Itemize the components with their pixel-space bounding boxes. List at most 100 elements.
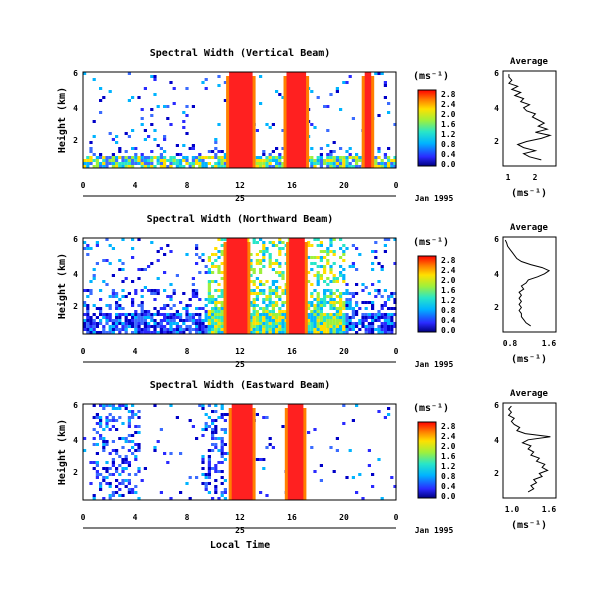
heatmap-cell	[99, 156, 103, 159]
heatmap-cell	[105, 482, 109, 485]
heatmap-cell	[214, 470, 218, 473]
heatmap-cell	[262, 250, 266, 253]
heatmap-cell	[319, 301, 323, 304]
heatmap-cell	[169, 283, 173, 286]
heatmap-cell	[345, 328, 349, 331]
heatmap-cell	[371, 307, 375, 310]
heatmap-cell	[358, 322, 362, 325]
heatmap-cell	[223, 413, 227, 416]
heatmap-cell	[214, 328, 218, 331]
heatmap-cell	[329, 292, 333, 295]
heatmap-cell	[377, 262, 381, 265]
heatmap-cell	[137, 268, 141, 271]
heatmap-cell	[175, 316, 179, 319]
heatmap-cell	[118, 307, 122, 310]
heatmap-cell	[335, 316, 339, 319]
heatmap-cell	[387, 322, 391, 325]
heatmap-cell	[374, 319, 378, 322]
heatmap-cell	[342, 277, 346, 280]
heatmap-cell	[124, 165, 128, 168]
heatmap-cell	[95, 307, 99, 310]
heatmap-cell	[377, 165, 381, 168]
heatmap-cell	[313, 322, 317, 325]
heatmap-cell	[380, 322, 384, 325]
heatmap-cell	[371, 473, 375, 476]
heatmap-cell	[374, 256, 378, 259]
heatmap-cell	[111, 407, 115, 410]
heatmap-cell	[383, 81, 387, 84]
heatmap-cell	[377, 280, 381, 283]
heatmap-cell	[323, 322, 327, 325]
heatmap-cell	[326, 129, 330, 132]
heatmap-cell	[140, 108, 144, 111]
high-width-block	[289, 238, 305, 334]
heatmap-cell	[147, 165, 151, 168]
heatmap-cell	[371, 262, 375, 265]
heatmap-cell	[281, 162, 285, 165]
heatmap-cell	[137, 328, 141, 331]
heatmap-cell	[156, 292, 160, 295]
heatmap-cell	[211, 316, 215, 319]
heatmap-cell	[127, 165, 131, 168]
heatmap-cell	[249, 262, 253, 265]
heatmap-cell	[137, 497, 141, 500]
heatmap-cell	[249, 319, 253, 322]
heatmap-cell	[364, 286, 368, 289]
y-tick-label: 4	[73, 104, 78, 113]
heatmap-cell	[268, 159, 272, 162]
heatmap-cell	[102, 497, 106, 500]
heatmap-cell	[137, 96, 141, 99]
heatmap-cell	[255, 156, 259, 159]
heatmap-cell	[121, 494, 125, 497]
heatmap-cell	[281, 316, 285, 319]
heatmap-cell	[380, 316, 384, 319]
heatmap-cell	[211, 307, 215, 310]
heatmap-cell	[380, 313, 384, 316]
y-axis-label: Height (km)	[56, 253, 68, 319]
heatmap-cell	[195, 437, 199, 440]
heatmap-cell	[323, 304, 327, 307]
heatmap-cell	[159, 491, 163, 494]
heatmap-cell	[278, 162, 282, 165]
heatmap-cell	[271, 280, 275, 283]
heatmap-cell	[323, 105, 327, 108]
heatmap-cell	[147, 310, 151, 313]
heatmap-cell	[281, 156, 285, 159]
heatmap-cell	[342, 322, 346, 325]
heatmap-cell	[99, 434, 103, 437]
heatmap-cell	[134, 162, 138, 165]
heatmap-cell	[252, 241, 256, 244]
heatmap-cell	[345, 283, 349, 286]
heatmap-cell	[329, 295, 333, 298]
heatmap-cell	[99, 99, 103, 102]
heatmap-cell	[169, 307, 173, 310]
heatmap-cell	[351, 165, 355, 168]
heatmap-cell	[207, 313, 211, 316]
heatmap-cell	[207, 449, 211, 452]
colorbar-tick-label: 2.8	[441, 90, 456, 99]
heatmap-cell	[332, 150, 336, 153]
heatmap-cell	[191, 147, 195, 150]
heatmap-cell	[329, 289, 333, 292]
heatmap-cell	[131, 319, 135, 322]
heatmap-cell	[86, 159, 90, 162]
heatmap-cell	[393, 165, 397, 168]
heatmap-cell	[332, 325, 336, 328]
heatmap-cell	[339, 319, 343, 322]
heatmap-cell	[169, 250, 173, 253]
profile-x-tick: 1	[506, 173, 511, 182]
heatmap-cell	[262, 289, 266, 292]
x-tick-label: 8	[185, 347, 190, 356]
heatmap-cell	[207, 256, 211, 259]
heatmap-cell	[207, 162, 211, 165]
heatmap-cell	[345, 292, 349, 295]
heatmap-cell	[342, 316, 346, 319]
heatmap-cell	[335, 313, 339, 316]
heatmap-cell	[371, 322, 375, 325]
heatmap-cell	[83, 165, 87, 168]
heatmap-cell	[220, 494, 224, 497]
heatmap-cell	[143, 286, 147, 289]
heatmap-cell	[319, 241, 323, 244]
heatmap-cell	[217, 497, 221, 500]
heatmap-cell	[339, 295, 343, 298]
